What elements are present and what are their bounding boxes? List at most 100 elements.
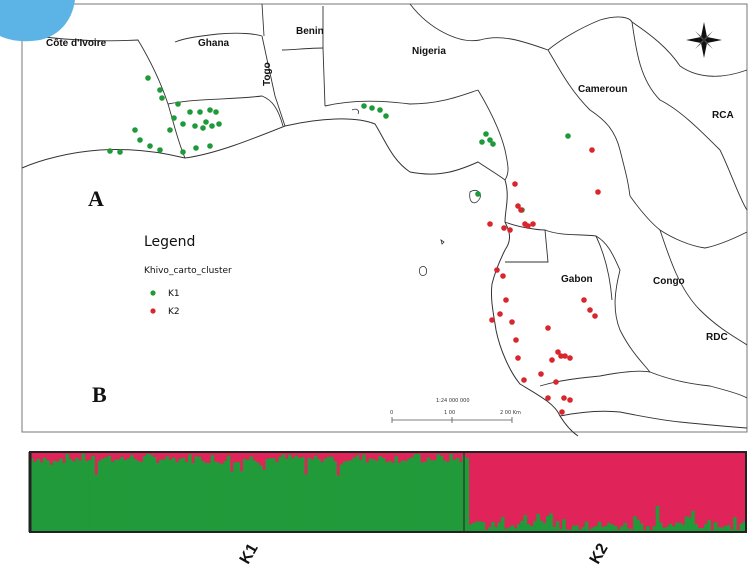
sample-point-k2 — [500, 273, 506, 279]
structure-bar-k1-fraction — [707, 519, 711, 532]
structure-bar-k1-fraction — [294, 455, 299, 532]
sample-point-k2 — [512, 181, 518, 187]
legend-k1-label: K1 — [168, 289, 180, 299]
structure-bar-k1-fraction — [84, 460, 89, 532]
structure-bar-k1-fraction — [668, 523, 673, 532]
scale-tick-1: 1 00 — [444, 410, 455, 416]
country-label-cote-divoire: Côte d'Ivoire — [46, 38, 107, 49]
structure-bar-k1-fraction — [494, 527, 499, 532]
country-label-togo: Togo — [262, 62, 273, 86]
sample-point-k1 — [369, 105, 375, 111]
structure-bar-k1-fraction — [200, 460, 205, 532]
structure-bar-k1-fraction — [220, 464, 224, 532]
structure-bar-k1-fraction — [252, 460, 257, 532]
structure-bar-k1-fraction — [255, 462, 260, 532]
structure-bar-k1-fraction — [362, 454, 366, 532]
structure-bar-k1-fraction — [33, 462, 37, 532]
structure-bar-k1-fraction — [652, 526, 657, 532]
structure-bar-k1-fraction — [239, 471, 244, 532]
structure-bar-k1-fraction — [407, 458, 411, 532]
structure-bar-k1-fraction — [310, 459, 315, 532]
structure-bar-k1-fraction — [59, 458, 63, 532]
country-label-rca: RCA — [712, 110, 734, 121]
structure-bar-k1-fraction — [104, 457, 108, 532]
structure-bar-k1-fraction — [352, 457, 357, 532]
sample-point-k2 — [525, 223, 531, 229]
structure-bar-k1-fraction — [365, 462, 370, 532]
structure-bar-k1-fraction — [539, 520, 544, 532]
structure-bar-k1-fraction — [349, 460, 353, 532]
sample-point-k2 — [509, 319, 515, 325]
structure-bar-k1-fraction — [204, 462, 208, 532]
structure-bar-k1-fraction — [565, 529, 570, 532]
structure-bar-k1-fraction — [687, 517, 692, 532]
structure-bar-k1-fraction — [126, 458, 131, 532]
structure-bar-k1-fraction — [133, 458, 137, 532]
structure-bar-k1-fraction — [391, 462, 395, 532]
structure-bar-k1-fraction — [117, 459, 121, 532]
structure-bar-k1-fraction — [616, 529, 621, 532]
sample-point-k2 — [515, 355, 521, 361]
structure-bar-k1-fraction — [533, 521, 537, 532]
panel-label-b: B — [92, 382, 107, 407]
structure-bar-k1-fraction — [78, 460, 83, 532]
sample-point-k1 — [483, 131, 489, 137]
sample-point-k1 — [171, 115, 177, 121]
structure-bar-k1-fraction — [639, 523, 644, 532]
sample-point-k2 — [592, 313, 598, 319]
sample-point-k2 — [549, 357, 555, 363]
structure-bar-k1-fraction — [517, 524, 521, 532]
structure-bar-k1-fraction — [213, 461, 218, 532]
sample-point-k1 — [107, 148, 113, 154]
structure-bar-k1-fraction — [142, 455, 147, 532]
sample-point-k2 — [561, 395, 567, 401]
sample-point-k1 — [180, 149, 186, 155]
sample-point-k2 — [553, 379, 559, 385]
structure-bar-k1-fraction — [226, 455, 231, 532]
sample-point-k2 — [538, 371, 544, 377]
structure-bar-k1-fraction — [739, 523, 744, 532]
country-label-rdc: RDC — [706, 332, 728, 343]
country-label-ghana: Ghana — [198, 38, 230, 49]
structure-bars — [30, 453, 747, 532]
sample-point-k1 — [157, 87, 163, 93]
structure-bar-k1-fraction — [671, 526, 676, 532]
sample-point-k2 — [559, 409, 565, 415]
structure-bar-k1-fraction — [326, 456, 331, 532]
structure-bar-k1-fraction — [184, 462, 189, 532]
sample-point-k1 — [487, 137, 493, 143]
structure-bar-k1-fraction — [500, 517, 505, 532]
structure-bar-k1-fraction — [468, 524, 473, 532]
scale-ratio: 1:24 000 000 — [436, 398, 470, 404]
sample-point-k1 — [197, 109, 203, 115]
structure-bar-k1-fraction — [129, 455, 134, 532]
structure-bar-k1-fraction — [229, 471, 234, 532]
structure-bar-k1-fraction — [52, 460, 57, 532]
structure-bar-k1-fraction — [181, 457, 186, 532]
structure-bar-k1-fraction — [30, 458, 34, 532]
structure-bar-k1-fraction — [304, 474, 308, 532]
structure-bar-k1-fraction — [555, 521, 560, 532]
structure-bar-k1-fraction — [136, 460, 141, 532]
sample-point-k1 — [216, 121, 222, 127]
structure-bar-k1-fraction — [223, 460, 228, 532]
structure-bar-k1-fraction — [629, 529, 634, 532]
legend-k1-swatch — [150, 290, 156, 296]
scale-tick-0: 0 — [390, 410, 393, 416]
country-label-benin: Benin — [296, 26, 324, 37]
structure-bar-k1-fraction — [549, 513, 553, 532]
structure-bar-k1-fraction — [484, 529, 489, 532]
structure-bar-k1-fraction — [504, 528, 508, 532]
sample-point-k1 — [209, 123, 215, 129]
sample-point-k2 — [494, 267, 500, 273]
structure-bar-k1-fraction — [36, 458, 41, 532]
structure-bar-k1-fraction — [678, 522, 682, 532]
structure-bar-k1-fraction — [620, 526, 624, 532]
structure-bar-k1-fraction — [381, 457, 386, 532]
structure-bar-k1-fraction — [575, 525, 579, 532]
structure-bar-k1-fraction — [662, 528, 666, 532]
structure-bar-k1-fraction — [271, 458, 276, 532]
structure-bar-k1-fraction — [439, 455, 444, 532]
structure-bar-k1-fraction — [91, 455, 95, 532]
structure-bar-k1-fraction — [342, 461, 347, 532]
